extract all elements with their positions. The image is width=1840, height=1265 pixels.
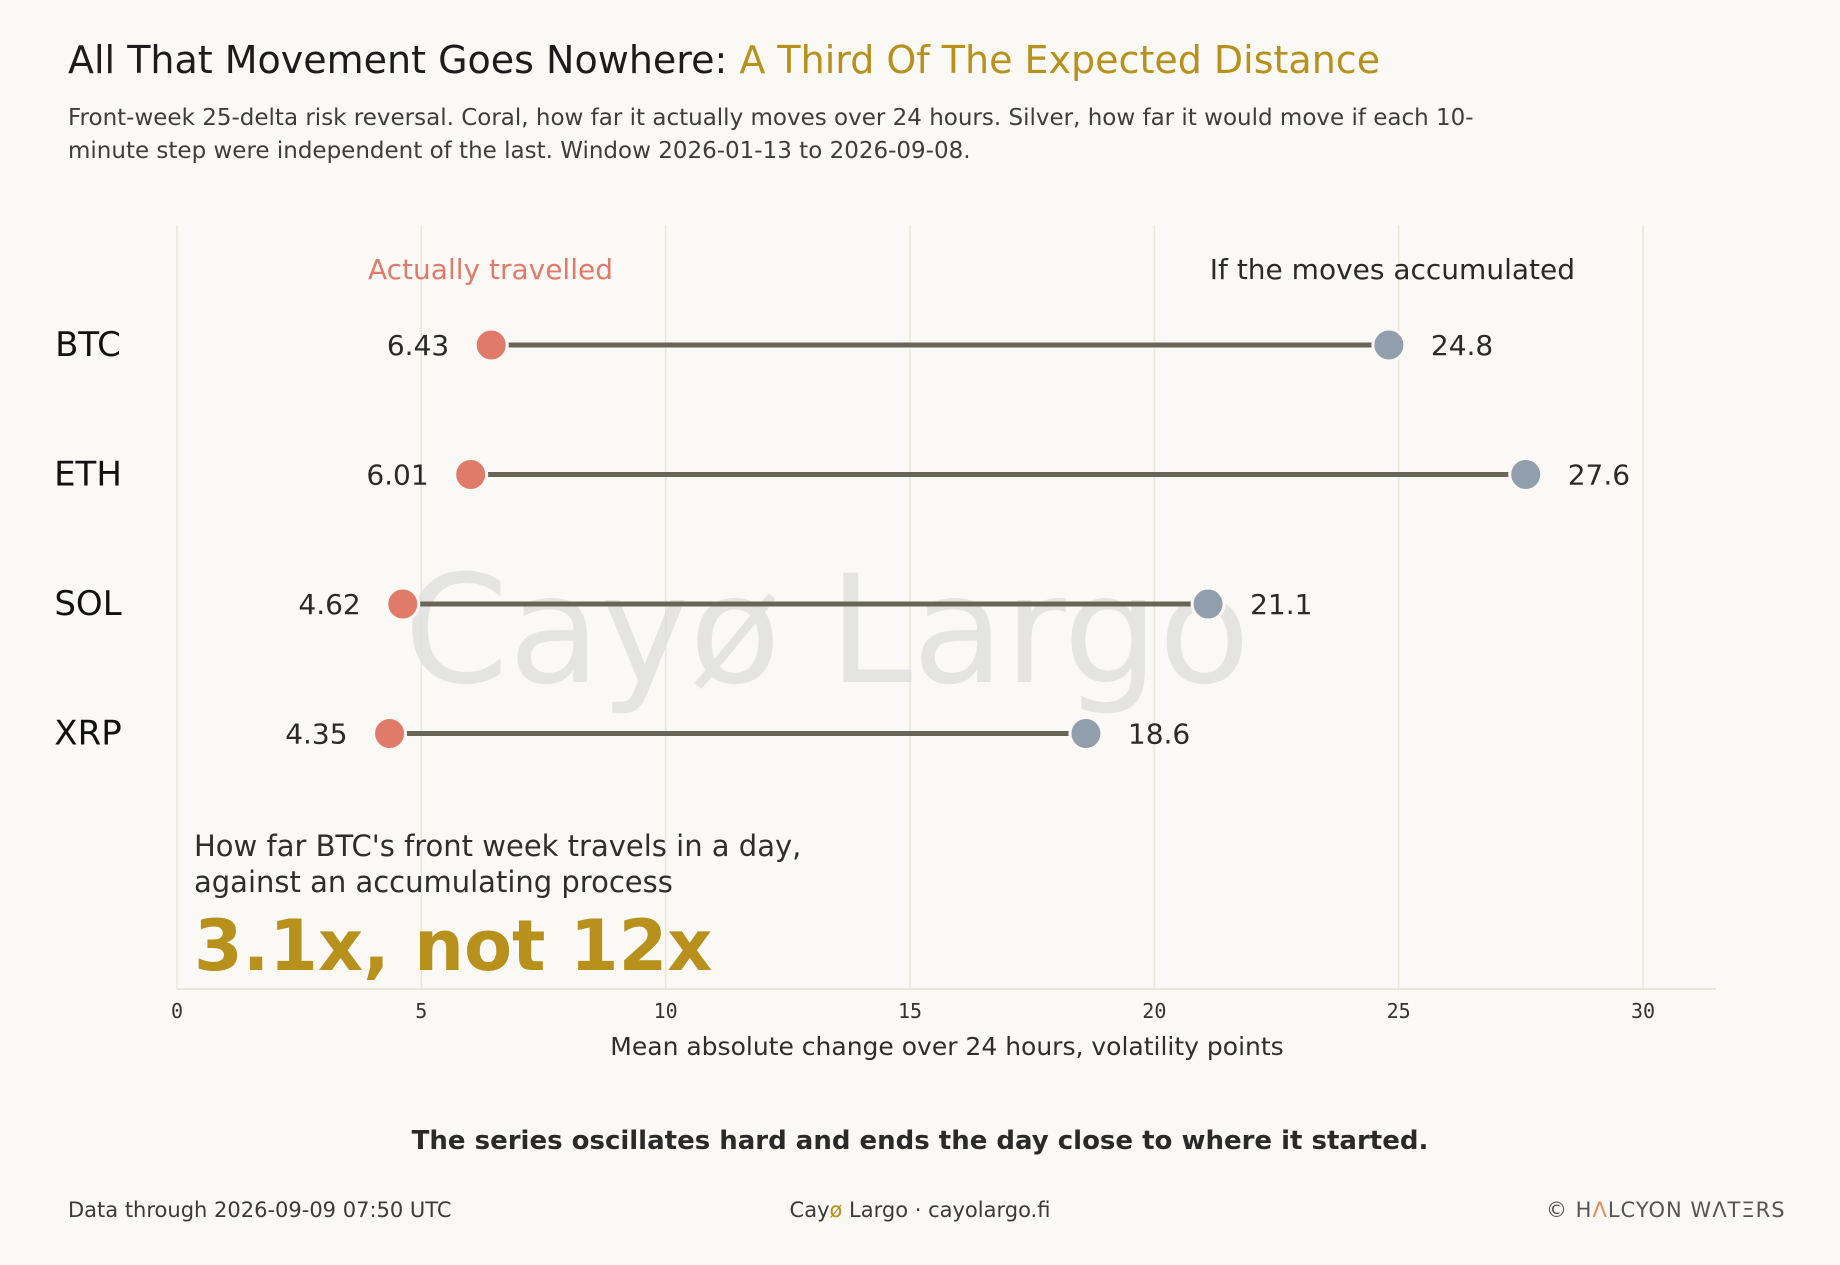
value-label-accumulated-xrp: 18.6 <box>1128 718 1190 751</box>
dot-accumulated-eth <box>1508 457 1544 492</box>
x-tick-label-5: 25 <box>1387 999 1411 1023</box>
footer-data-through: Data through 2026-09-09 07:50 UTC <box>68 1198 452 1222</box>
copyright-b: LCYON WΛTΞRS <box>1607 1198 1786 1222</box>
value-label-actual-sol: 4.62 <box>298 588 360 621</box>
value-label-accumulated-btc: 24.8 <box>1431 329 1493 362</box>
x-tick-label-0: 0 <box>171 999 183 1023</box>
dot-accumulated-xrp <box>1068 716 1104 751</box>
dot-actual-xrp <box>372 716 408 751</box>
callout-lead: How far BTC's front week travels in a da… <box>194 829 802 899</box>
footer-site-link[interactable]: cayolargo.fi <box>928 1198 1051 1222</box>
series-label-accumulated: If the moves accumulated <box>1210 253 1575 286</box>
footer-brand: Cayø Largo · cayolargo.fi <box>0 1198 1840 1222</box>
footer-copyright: © HΛLCYON WΛTΞRS <box>1546 1198 1786 1222</box>
dot-actual-btc <box>473 327 509 363</box>
chart-subtitle: Front-week 25-delta risk reversal. Coral… <box>68 105 1474 164</box>
category-label-btc: BTC <box>55 325 121 365</box>
copyright-tri: Λ <box>1592 1198 1608 1222</box>
title-main: All That Movement Goes Nowhere: <box>68 38 728 82</box>
x-tick-label-3: 15 <box>898 999 922 1023</box>
dot-actual-sol <box>385 586 421 622</box>
footer-brand-slash: ø <box>829 1198 843 1222</box>
series-label-actual: Actually travelled <box>368 253 613 286</box>
category-label-xrp: XRP <box>54 714 121 754</box>
x-tick-label-2: 10 <box>654 999 678 1023</box>
value-label-accumulated-sol: 21.1 <box>1250 588 1312 621</box>
category-label-eth: ETH <box>54 455 122 495</box>
x-tick-label-6: 30 <box>1631 999 1655 1023</box>
dot-actual-eth <box>453 457 489 492</box>
x-tick-label-4: 20 <box>1142 999 1166 1023</box>
dot-accumulated-sol <box>1190 586 1226 622</box>
dot-accumulated-btc <box>1371 327 1407 363</box>
footer-brand-a: Cay <box>789 1198 830 1222</box>
copyright-a: © H <box>1546 1198 1593 1222</box>
value-label-actual-eth: 6.01 <box>366 459 428 492</box>
x-tick-label-1: 5 <box>415 999 427 1023</box>
value-label-accumulated-eth: 27.6 <box>1568 459 1630 492</box>
value-label-actual-btc: 6.43 <box>387 329 449 362</box>
footer-brand-b: Largo <box>842 1198 909 1222</box>
footer-separator: · <box>908 1198 929 1222</box>
watermark: Cayø Largo <box>404 544 1250 718</box>
category-label-sol: SOL <box>54 584 121 624</box>
x-axis-title: Mean absolute change over 24 hours, vola… <box>610 1032 1284 1061</box>
value-label-actual-xrp: 4.35 <box>285 718 347 751</box>
takeaway: The series oscillates hard and ends the … <box>411 1126 1429 1156</box>
callout-big-number: 3.1x, not 12x <box>194 905 713 987</box>
chart-title: All That Movement Goes Nowhere: A Third … <box>68 38 1380 82</box>
title-accent: A Third Of The Expected Distance <box>739 38 1381 82</box>
